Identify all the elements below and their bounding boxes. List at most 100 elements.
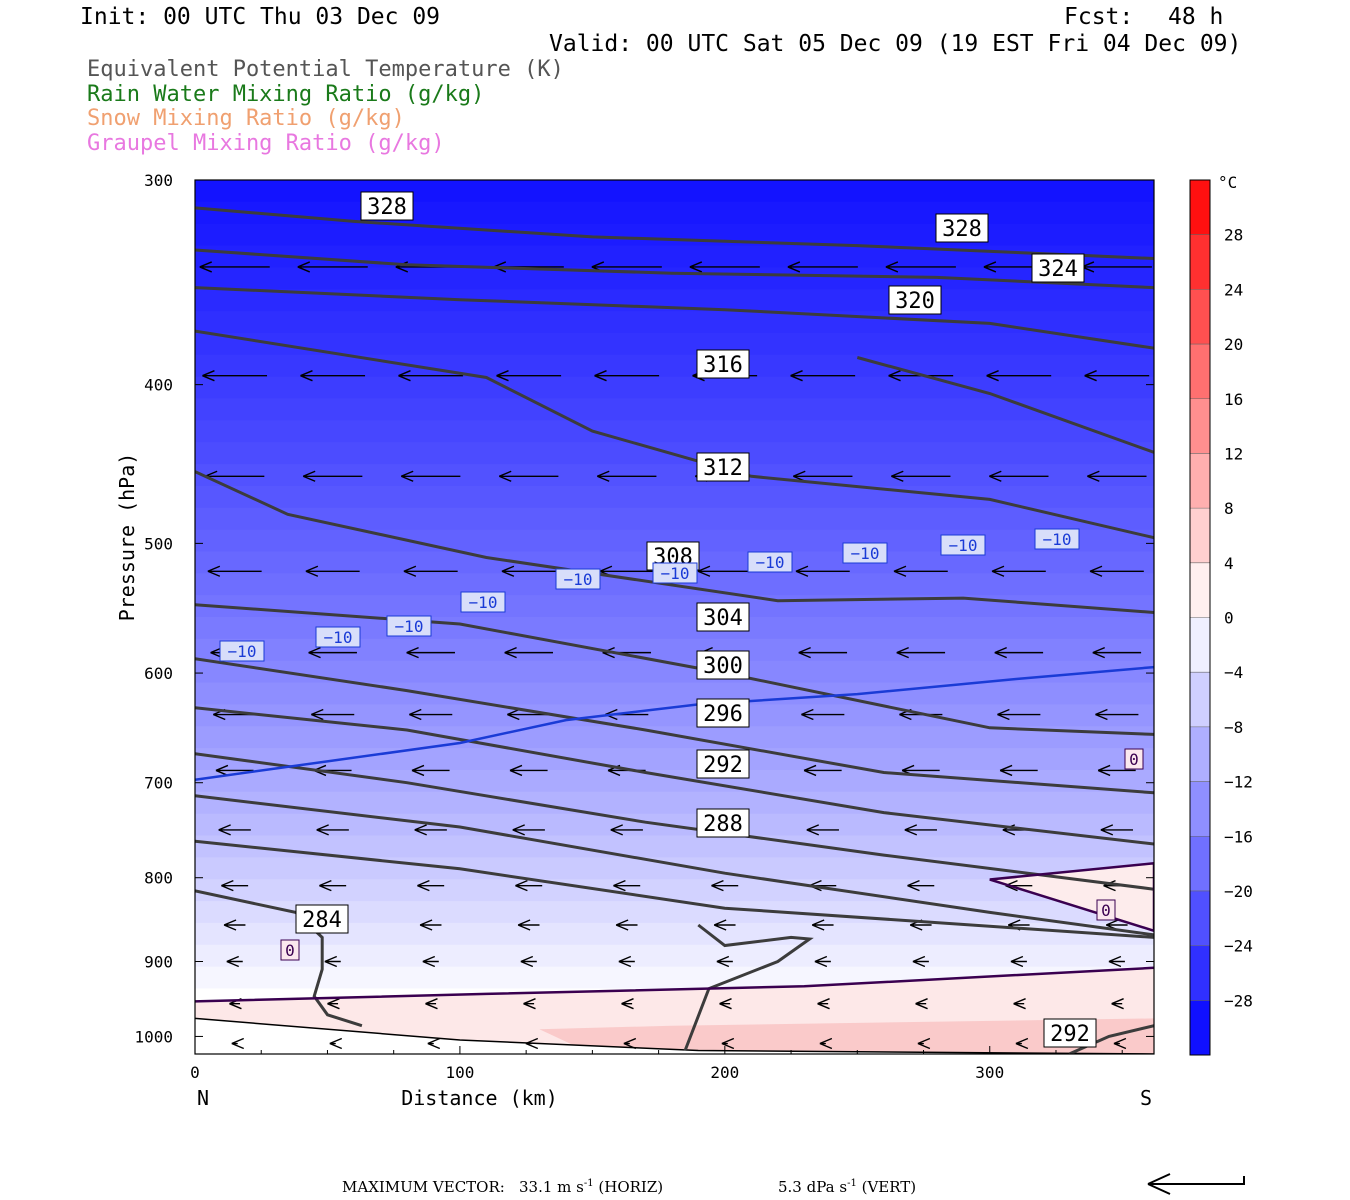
theta-e-line — [856, 356, 1154, 454]
svg-text:0: 0 — [1101, 901, 1111, 920]
wind-arrow — [618, 955, 635, 968]
wind-arrow — [999, 764, 1038, 777]
wind-arrow — [721, 1037, 735, 1050]
wind-arrow — [893, 565, 948, 577]
colorbar-swatch — [1190, 945, 1210, 1001]
wind-arrow — [1087, 470, 1147, 482]
wind-arrow — [523, 998, 536, 1010]
theta-e-label: 284 — [295, 904, 349, 934]
wind-arrow — [329, 1037, 343, 1050]
svg-text:328: 328 — [942, 217, 982, 242]
wind-arrow — [327, 998, 340, 1010]
temp-band — [195, 835, 1154, 858]
theta-e-line — [195, 329, 1154, 540]
wind-arrow — [803, 764, 842, 777]
temp-band — [195, 245, 1154, 268]
y-tick-label: 500 — [144, 534, 173, 553]
wind-arrow — [997, 708, 1041, 721]
wind-arrow — [199, 261, 270, 273]
theta-e-label: 328 — [360, 191, 414, 221]
colorbar-swatch — [1190, 508, 1210, 564]
colorbar-swatch — [1190, 672, 1210, 728]
theta-e-label: 304 — [696, 602, 750, 632]
forecast-label: Fcst: — [1064, 4, 1134, 30]
isotherm-label: −10 — [747, 551, 793, 573]
wind-arrow — [819, 1037, 833, 1050]
wind-arrow — [1113, 1037, 1127, 1050]
temp-band — [195, 660, 1154, 684]
legend-graupel: Graupel Mixing Ratio (g/kg) — [87, 131, 445, 156]
isotherm-line — [195, 966, 1154, 1003]
svg-text:−10: −10 — [564, 570, 593, 589]
theta-e-line — [195, 794, 1154, 937]
temp-band — [195, 748, 1154, 771]
wind-arrow — [912, 955, 929, 968]
isotherm-label: −10 — [1034, 528, 1080, 550]
colorbar-tick-label: 16 — [1224, 390, 1243, 409]
temp-band — [195, 857, 1154, 880]
wind-arrow — [904, 824, 937, 836]
wind-arrow — [1108, 955, 1125, 968]
theta-e-label: 292 — [696, 749, 750, 779]
theta-e-line — [195, 286, 1154, 350]
wind-arrow — [986, 370, 1052, 382]
temp-band — [195, 464, 1154, 487]
temp-band — [195, 354, 1154, 378]
wind-arrow — [814, 955, 831, 968]
colorbar-tick-label: −28 — [1224, 991, 1253, 1010]
theta-e-line — [1068, 1024, 1154, 1054]
wind-arrow — [811, 919, 834, 931]
wind-arrow — [221, 880, 249, 892]
temp-band — [195, 223, 1154, 247]
temp-band — [195, 376, 1154, 399]
theta-e-line — [195, 752, 1154, 891]
colorbar-swatch — [1190, 617, 1210, 673]
wind-arrow — [1084, 370, 1150, 382]
theta-e-line — [195, 839, 1154, 939]
wind-arrow — [719, 998, 732, 1010]
svg-text:−10: −10 — [756, 553, 785, 572]
y-tick-label: 300 — [144, 171, 173, 190]
colorbar-swatch — [1190, 1000, 1210, 1056]
isotherm-label: −10 — [386, 615, 432, 637]
contour-labels: 3283283243203163123083043002962922882842… — [219, 191, 1144, 1048]
wind-arrow — [795, 565, 850, 577]
wind-arrow — [316, 824, 349, 836]
svg-text:324: 324 — [1038, 257, 1078, 282]
temp-band — [195, 704, 1154, 727]
colorbar-swatch — [1190, 398, 1210, 454]
isotherm-label: −10 — [842, 542, 888, 564]
colorbar: °C 28 24 20 16 12 8 4 0 −4 −8 −12 −16 −20 −24 −28 — [1189, 173, 1253, 1056]
temp-band — [195, 682, 1154, 705]
isotherm-label: 0 — [1096, 899, 1116, 921]
vert-tag: (VERT) — [861, 1178, 917, 1196]
wind-arrow — [517, 919, 540, 931]
wind-arrow — [613, 880, 641, 892]
theta-e-line — [195, 470, 1154, 614]
legend-rain-water: Rain Water Mixing Ratio (g/kg) — [87, 82, 485, 107]
colorbar-tick-label: 0 — [1224, 609, 1234, 628]
wind-arrow — [596, 470, 657, 482]
wind-arrow — [1100, 824, 1134, 836]
wind-arrow — [305, 565, 360, 577]
theta-e-contours — [195, 206, 1154, 1054]
north-label: N — [197, 1086, 209, 1110]
wind-arrow — [520, 955, 537, 968]
wind-arrow — [310, 708, 355, 721]
svg-text:316: 316 — [703, 353, 743, 378]
svg-text:312: 312 — [703, 456, 743, 481]
svg-text:−10: −10 — [851, 544, 880, 563]
wind-arrow — [302, 470, 363, 482]
forecast-hour: 48 h — [1168, 4, 1224, 30]
wind-arrow — [1092, 646, 1142, 659]
theta-e-line — [195, 706, 1154, 846]
temp-band — [195, 201, 1154, 225]
wind-arrow — [806, 824, 839, 836]
temp-band — [195, 879, 1154, 902]
svg-text:0: 0 — [285, 941, 295, 960]
svg-text:300: 300 — [703, 654, 743, 679]
plot-frame — [194, 179, 1155, 1055]
wind-arrow — [621, 998, 634, 1010]
horiz-exponent: -1 — [583, 1178, 594, 1189]
temp-band — [195, 267, 1154, 290]
